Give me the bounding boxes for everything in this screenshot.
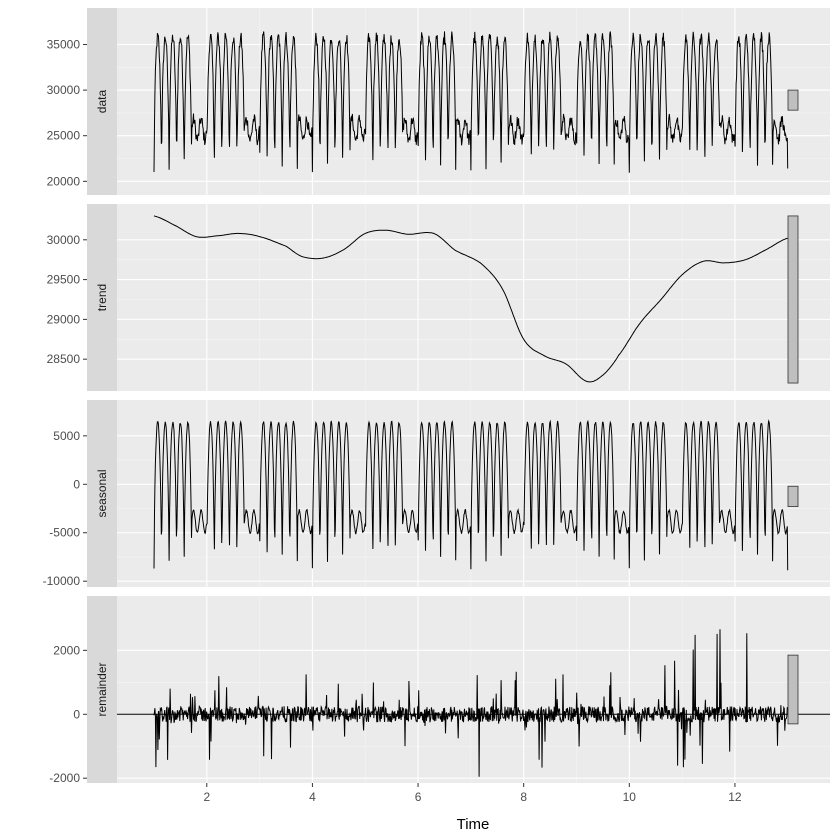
x-tick-label: 2 [203,790,210,804]
y-tick-label: 30000 [47,233,81,247]
y-tick-label: 30000 [47,83,81,97]
facet-data: data 20000 25000 30000 35000 [47,8,830,195]
panel-background [117,204,830,391]
series-line-remainder [153,629,789,777]
x-tick-label: 8 [520,790,527,804]
facet-trend: trend 28500 29000 29500 30000 [47,204,830,391]
y-tick-label: 2000 [53,643,80,657]
y-tick-label: -10000 [43,574,81,588]
series-line-data [153,31,789,173]
y-tick-label: 29000 [47,312,81,326]
scale-bar [787,215,799,384]
strip-label-data: data [95,89,109,113]
series-line-seasonal [153,419,789,571]
y-tick-label: 35000 [47,37,81,51]
strip-label-trend: trend [95,284,109,311]
scale-bar [787,89,799,111]
scale-bar [787,485,799,507]
scale-bar [787,654,799,725]
facet-strip [87,400,117,587]
y-tick-label: 29500 [47,273,81,287]
y-tick-label: -2000 [49,771,80,785]
x-axis-title: Time [457,816,490,833]
y-tick-label: 5000 [53,429,80,443]
x-tick-label: 10 [623,790,637,804]
y-tick-label: 20000 [47,174,81,188]
x-tick-label: 4 [309,790,316,804]
facet-strip [87,204,117,391]
y-tick-label: 25000 [47,129,81,143]
panel-background [117,8,830,195]
facet-seasonal: seasonal -10000 -5000 0 5000 [43,400,830,588]
series-line-trend [153,215,788,383]
x-tick-label: 12 [728,790,742,804]
facet-strip [87,596,117,783]
panel-background [117,596,830,783]
facet-panels: data20000250003000035000trend28500290002… [43,8,830,785]
y-tick-label: 0 [73,707,80,721]
strip-label-seasonal: seasonal [95,469,109,517]
y-tick-label: 0 [73,477,80,491]
x-axis: 2 4 6 8 10 12 [203,783,742,804]
facet-strip [87,8,117,195]
y-tick-label: -5000 [49,526,80,540]
y-tick-label: 28500 [47,352,81,366]
x-tick-label: 6 [415,790,422,804]
facet-remainder: remainder -2000 0 2000 [49,596,830,785]
strip-label-remainder: remainder [95,662,109,716]
